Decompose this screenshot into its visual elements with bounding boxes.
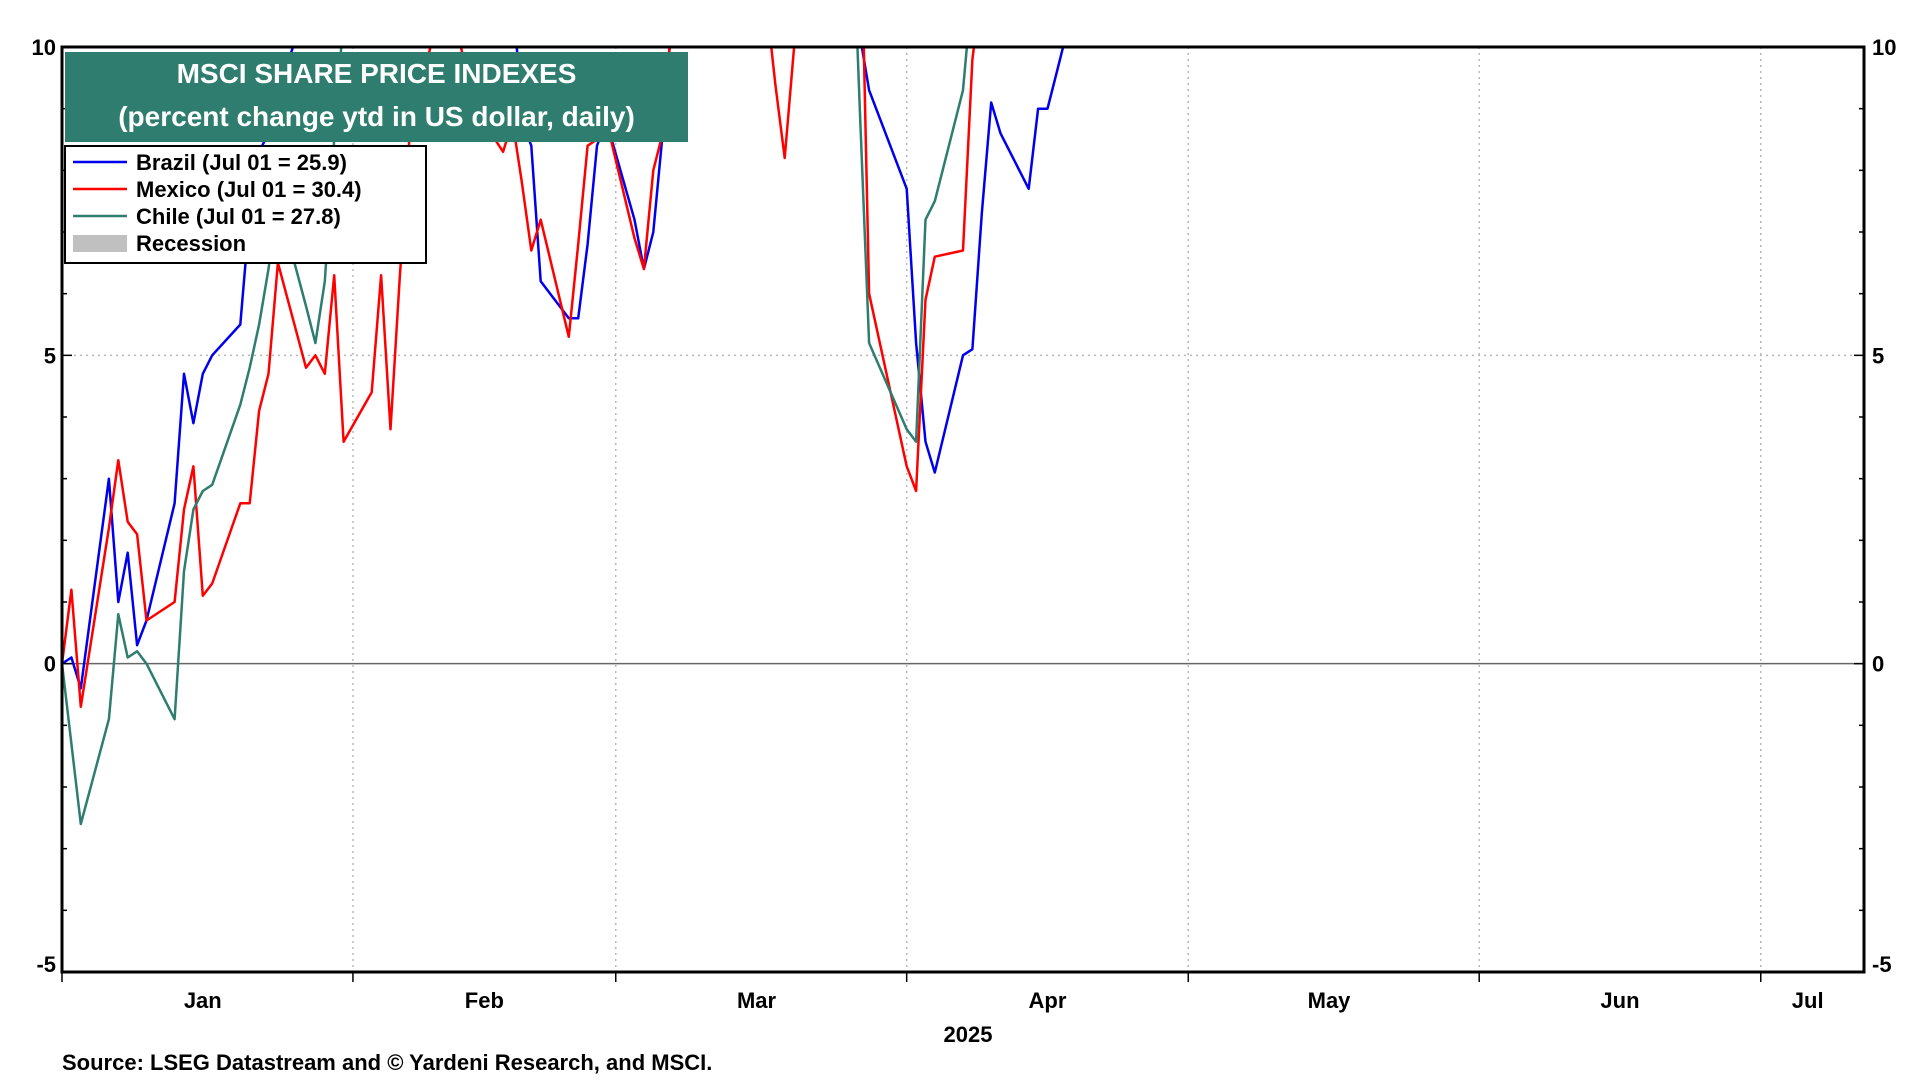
y-tick-label-right: 10 [1872, 35, 1896, 60]
chart-subtitle: (percent change ytd in US dollar, daily) [118, 101, 635, 132]
chart-title-box: MSCI SHARE PRICE INDEXES (percent change… [65, 52, 688, 142]
y-tick-label-right: 0 [1872, 652, 1884, 677]
legend-label-recession: Recession [136, 231, 246, 256]
plot-frame [60, 45, 1866, 974]
series-line-1 [62, 47, 976, 709]
legend: Brazil (Jul 01 = 25.9) Mexico (Jul 01 = … [64, 145, 427, 264]
y-axis-ticks: 10 10 5 5 0 0 -5 -5 [32, 35, 1897, 977]
x-tick-label: Jul [1792, 988, 1824, 1013]
x-tick-label: Jun [1600, 988, 1639, 1013]
x-tick-label: Mar [737, 988, 777, 1013]
y-tick-label-right: 5 [1872, 343, 1884, 368]
series-line-2 [62, 47, 969, 826]
y-tick-label-left: 10 [32, 35, 56, 60]
y-tick-label-left: 0 [44, 652, 56, 677]
x-tick-label: Apr [1029, 988, 1067, 1013]
chart-title: MSCI SHARE PRICE INDEXES [176, 58, 577, 89]
x-tick-label: Feb [465, 988, 504, 1013]
y-tick-label-left: -5 [36, 952, 56, 977]
series-line-0 [62, 47, 1065, 690]
y-tick-label-right: -5 [1872, 952, 1892, 977]
series-lines [62, 47, 1065, 826]
legend-label-brazil: Brazil (Jul 01 = 25.9) [136, 150, 347, 175]
year-label: 2025 [944, 1022, 993, 1047]
x-tick-label: May [1308, 988, 1352, 1013]
legend-label-mexico: Mexico (Jul 01 = 30.4) [136, 177, 362, 202]
source-note: Source: LSEG Datastream and © Yardeni Re… [62, 1050, 713, 1075]
legend-label-chile: Chile (Jul 01 = 27.8) [136, 204, 341, 229]
x-axis-ticks: Jan Feb Mar Apr May Jun Jul [61, 972, 1824, 1013]
legend-swatch-recession [73, 235, 127, 252]
x-tick-label: Jan [184, 988, 222, 1013]
y-tick-label-left: 5 [44, 343, 56, 368]
